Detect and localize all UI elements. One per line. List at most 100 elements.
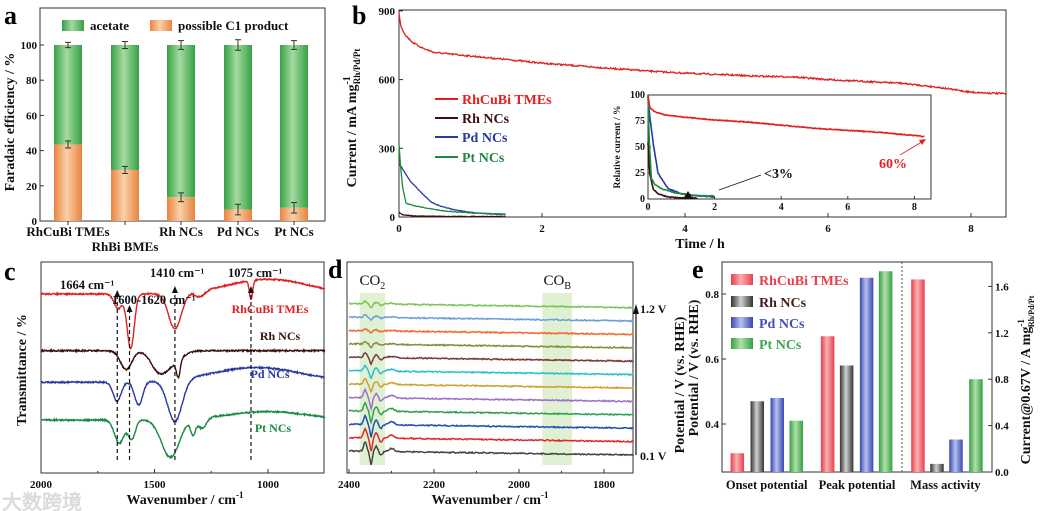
legend-label-b: RhCuBi TMEs [462, 93, 552, 108]
y-axis-title-e-right: Current@0.67V / A mg-1Rh/Pd/Pt [1016, 295, 1036, 464]
bar-acetate [111, 45, 139, 170]
spectrum-label: Pt NCs [255, 421, 292, 435]
y-axis-title-e-left: Potential / V (vs. RHE) [687, 299, 702, 436]
y-tick-label-a: 100 [21, 40, 38, 52]
spectrum-pt-ncs [40, 409, 326, 459]
marker-label: 1075 cm⁻¹ [228, 266, 283, 280]
legend-label-b: Pt NCs [462, 151, 505, 166]
panel-label-e: e [692, 255, 704, 284]
bar-acetate [224, 45, 252, 210]
spectrum-rh-ncs [40, 347, 326, 380]
x-axis-title-d: Wavenumber / cm-1 [432, 490, 549, 508]
x-tick-label-a: Pd NCs [217, 224, 259, 239]
series-line-pd-ncs [398, 162, 506, 216]
legend-label-e: Rh NCs [759, 296, 807, 311]
plot-frame-d [346, 261, 634, 474]
y-tick-label-a: 0 [32, 216, 38, 228]
y-tick-label-e-right: 1.2 [995, 328, 1009, 340]
y-tick-label-a: 20 [26, 181, 38, 193]
x-tick-label-a: Rh NCs [159, 224, 203, 239]
x-axis-title-c-sup: -1 [236, 490, 244, 500]
inset-series-line-pt-ncs [647, 95, 714, 198]
y-tick-label-a: 40 [26, 146, 38, 158]
error-bar [235, 39, 241, 51]
x-tick-label-c: 1000 [257, 479, 280, 491]
error-bar [178, 192, 184, 203]
panel-label-b: b [352, 1, 366, 30]
spectrum-0.3V [349, 413, 635, 438]
x-axis-title-d-main: Wavenumber / cm [432, 493, 542, 508]
plot-frame-b [398, 9, 1007, 218]
bar-acetate [167, 45, 195, 198]
panel-label-d: d [328, 255, 343, 284]
bar-c1-product [111, 169, 139, 221]
legend-swatch-e [731, 317, 753, 328]
legend-label-e: Pd NCs [759, 317, 805, 332]
x-axis-title-b: Time / h [675, 237, 725, 252]
panel-b: b Current / mA mg-1Rh/Pd/Pt Time / h RhC… [342, 1, 1007, 252]
series-line-rhcubi-tmes [398, 12, 1007, 96]
spectrum-0.7V [348, 364, 635, 380]
x-axis-title-d-sup: -1 [541, 490, 549, 500]
watermark: 大数跨境 [2, 490, 82, 511]
spectrum-0.6V [348, 377, 635, 394]
x-tick-label-d: 2200 [423, 479, 446, 491]
bar-rhcubi-tmes [911, 279, 925, 472]
spectrum-0.4V [348, 401, 634, 425]
legend-swatch-acetate [62, 20, 84, 31]
x-axis-title-c: Wavenumber / cm-1 [127, 490, 244, 508]
inset-x-tick-label: 6 [845, 202, 850, 213]
x-tick-label-b: 2 [539, 223, 545, 235]
y-tick-label-b: 600 [379, 75, 396, 87]
arrow-3pct [718, 174, 762, 191]
band-label-main: CO [543, 273, 564, 289]
band-label: CO2 [359, 273, 385, 292]
spectrum-label: RhCuBi TMEs [232, 302, 309, 316]
y-tick-label-e-left: 0.6 [705, 354, 719, 366]
error-bar [291, 40, 297, 50]
legend-swatch-e [731, 296, 753, 307]
marker-arrowhead [126, 305, 133, 312]
legend-swatch-c1 [150, 20, 172, 31]
x-tick-label-d: 2400 [338, 479, 361, 491]
y-axis-title-e-right-sub: Rh/Pd/Pt [1027, 295, 1036, 327]
legend-label-e: RhCuBi TMEs [759, 274, 849, 289]
bar-pt-ncs [878, 271, 893, 472]
annotation-60pct: 60% [879, 157, 907, 172]
potential-arrowhead [633, 304, 639, 314]
inset-series-line-rhcubi-tmes [647, 95, 925, 138]
series-line-rh-ncs [398, 211, 506, 218]
potential-top-label: 1.2 V [640, 302, 667, 316]
spectrum-1.2V [348, 299, 635, 310]
y-tick-label-b: 300 [379, 143, 396, 155]
panel-e: e Current@0.67V / A mg-1Rh/Pd/Pt RhCuBi … [687, 255, 1036, 492]
spectrum-rhcubi-tmes [40, 277, 326, 351]
panel-label-c: c [4, 257, 16, 286]
y-tick-label-b: 900 [379, 6, 396, 18]
y-axis-title-b-sub: Rh/Pd/Pt [352, 49, 362, 85]
legend-swatch-e [731, 338, 753, 349]
marker-label: 1664 cm⁻¹ [60, 278, 115, 292]
legend-label-e: Pt NCs [759, 338, 802, 353]
x-tick-label-d: 1800 [593, 479, 616, 491]
bar-rhcubi-tmes [730, 453, 745, 472]
bar-rhcubi-tmes [820, 336, 835, 472]
bar-c1-product [280, 207, 308, 221]
y-axis-title-b: Current / mA mg-1Rh/Pd/Pt [342, 49, 362, 188]
legend-a: acetate possible C1 product [62, 18, 289, 33]
y-tick-label-e-right: 1.6 [995, 281, 1009, 293]
marker-label: 1600-1620 cm⁻¹ [112, 293, 196, 307]
spectrum-0.5V [348, 387, 635, 412]
error-bar [291, 202, 297, 214]
spectrum-pd-ncs [40, 364, 325, 424]
marker-arrowhead [171, 286, 178, 293]
y-axis-title-d: Potential / V (vs. RHE) [673, 316, 688, 453]
spectrum-0.2V [348, 426, 635, 452]
inset-y-tick-label: 50 [635, 142, 645, 153]
legend-label-c1: possible C1 product [178, 18, 289, 33]
band-label-sub: B [564, 281, 571, 292]
inset-x-tick-label: 8 [912, 202, 917, 213]
series-line-pt-ncs [398, 143, 506, 215]
x-tick-label-b: 8 [968, 223, 974, 235]
